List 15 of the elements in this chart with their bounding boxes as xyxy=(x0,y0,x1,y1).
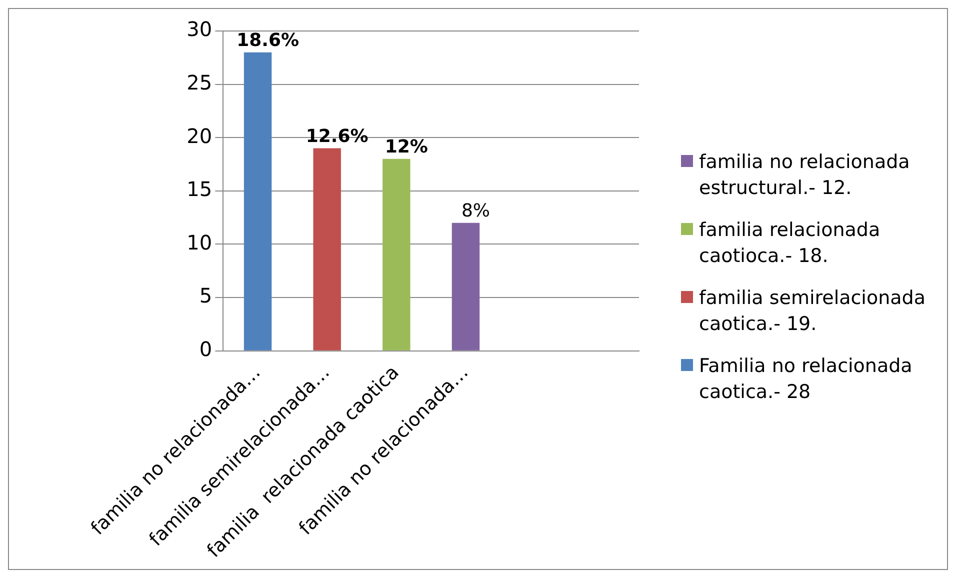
legend-label: familia semirelacionada caotica.- 19. xyxy=(699,286,926,337)
annotation: 12.6% xyxy=(306,126,368,147)
y-tick-label: 10 xyxy=(186,230,212,254)
y-tick-label: 25 xyxy=(186,70,212,95)
y-tick-label: 0 xyxy=(199,337,212,362)
annotation: 8% xyxy=(461,200,490,222)
y-tick-label: 5 xyxy=(199,284,212,308)
y-tick-label: 15 xyxy=(186,177,212,202)
legend-label: familia no relacionada estructural.- 12. xyxy=(699,150,911,201)
annotation: 18.6% xyxy=(236,30,300,51)
legend-label: familia relacionada caotioca.- 18. xyxy=(699,218,882,269)
legend-label: Familia no relacionada caotica.- 28 xyxy=(699,354,914,405)
annotation: 12% xyxy=(384,136,428,158)
y-tick-label: 20 xyxy=(186,124,212,148)
y-tick-label: 30 xyxy=(186,17,212,42)
